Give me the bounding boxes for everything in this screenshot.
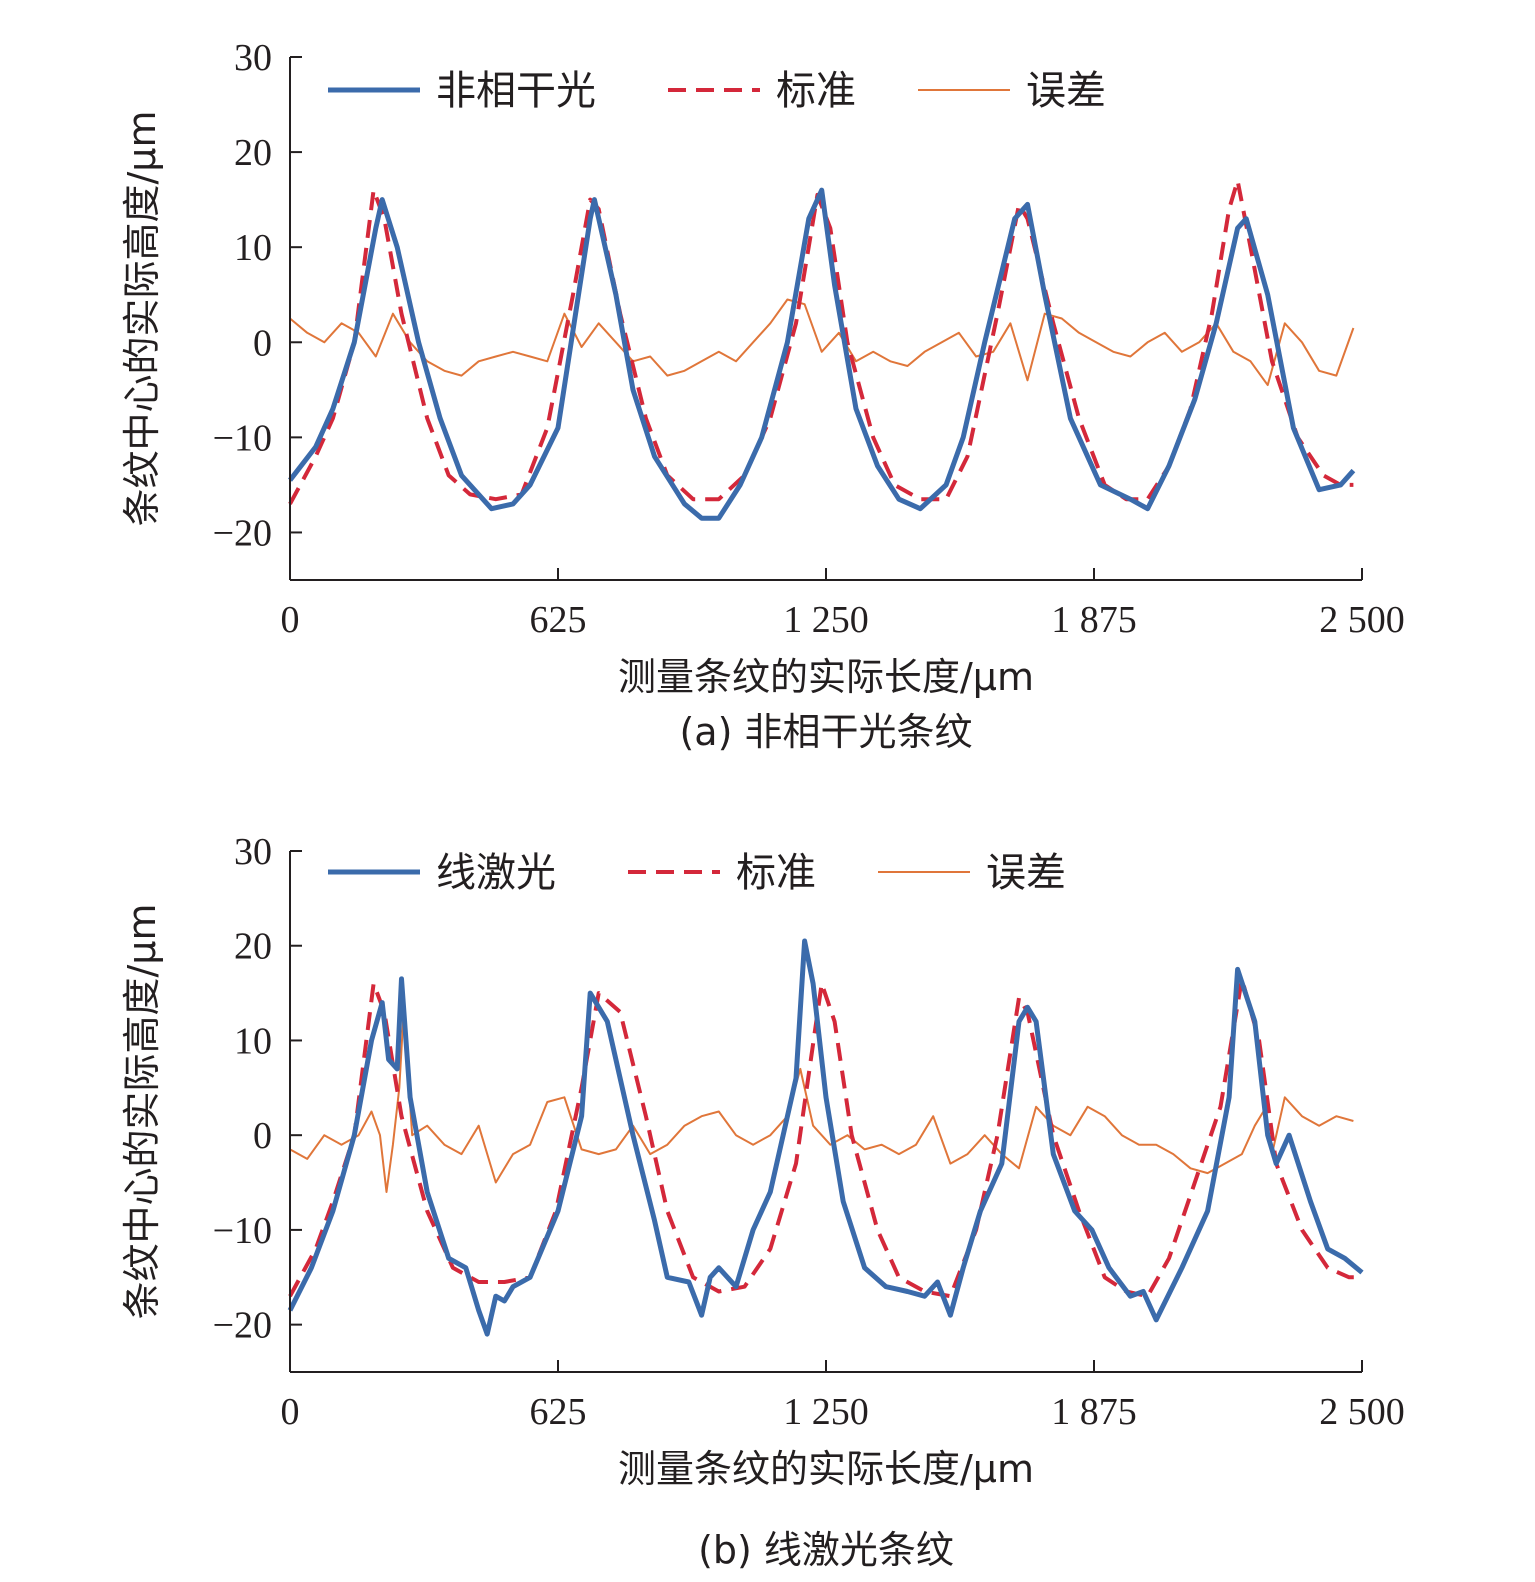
series-line-1 <box>288 976 1362 1299</box>
series-line-2 <box>289 298 1355 387</box>
y-tick-label: −20 <box>213 1305 272 1347</box>
legend-label-2: 误差 <box>986 850 1066 896</box>
y-tick-label: 10 <box>234 227 272 269</box>
panel-a: −20 −10 0 10 20 30 0 625 1 250 1 875 2 500 测量条纹的实际长… <box>120 37 1405 754</box>
y-tick-label: −10 <box>213 417 272 459</box>
legend-label-1: 标准 <box>736 850 816 896</box>
y-tick-label: 30 <box>234 37 272 79</box>
series-line-1 <box>288 178 1354 505</box>
series-line-0 <box>288 187 1356 521</box>
x-tick-label: 2 500 <box>1319 1391 1405 1433</box>
x-tick-label: 1 250 <box>783 599 869 641</box>
y-tick-label: 0 <box>253 322 272 364</box>
y-axis-title: 条纹中心的实际高度/μm <box>120 111 164 527</box>
x-tick-label: 1 250 <box>783 1391 869 1433</box>
y-axis-title: 条纹中心的实际高度/μm <box>120 904 164 1320</box>
x-tick-label: 0 <box>281 599 300 641</box>
x-tick-label: 1 875 <box>1051 599 1137 641</box>
legend-label-0: 线激光 <box>436 850 556 896</box>
x-tick-label: 2 500 <box>1319 599 1405 641</box>
panel-caption: (b) 线激光条纹 <box>698 1528 954 1572</box>
x-tick-label: 625 <box>530 1391 587 1433</box>
y-tick-label: 10 <box>234 1020 272 1062</box>
x-tick-label: 0 <box>281 1391 300 1433</box>
panel-caption: (a) 非相干光条纹 <box>679 710 972 754</box>
y-tick-label: 0 <box>253 1115 272 1157</box>
y-tick-label: −10 <box>213 1210 272 1252</box>
x-tick-label: 1 875 <box>1051 1391 1137 1433</box>
x-axis-title: 测量条纹的实际长度/μm <box>618 1447 1034 1491</box>
x-tick-label: 625 <box>530 599 587 641</box>
y-tick-label: 30 <box>234 831 272 873</box>
y-tick-label: −20 <box>213 512 272 554</box>
y-tick-label: 20 <box>234 926 272 968</box>
series-line-0 <box>287 938 1364 1337</box>
x-axis-title: 测量条纹的实际长度/μm <box>618 655 1034 699</box>
legend-label-0: 非相干光 <box>436 68 596 114</box>
panel-b: −20 −10 0 10 20 30 0 625 1 250 1 875 2 500 测量条纹的实际长… <box>120 831 1405 1572</box>
legend-label-2: 误差 <box>1026 68 1106 114</box>
legend-label-1: 标准 <box>776 68 856 114</box>
y-tick-label: 20 <box>234 132 272 174</box>
